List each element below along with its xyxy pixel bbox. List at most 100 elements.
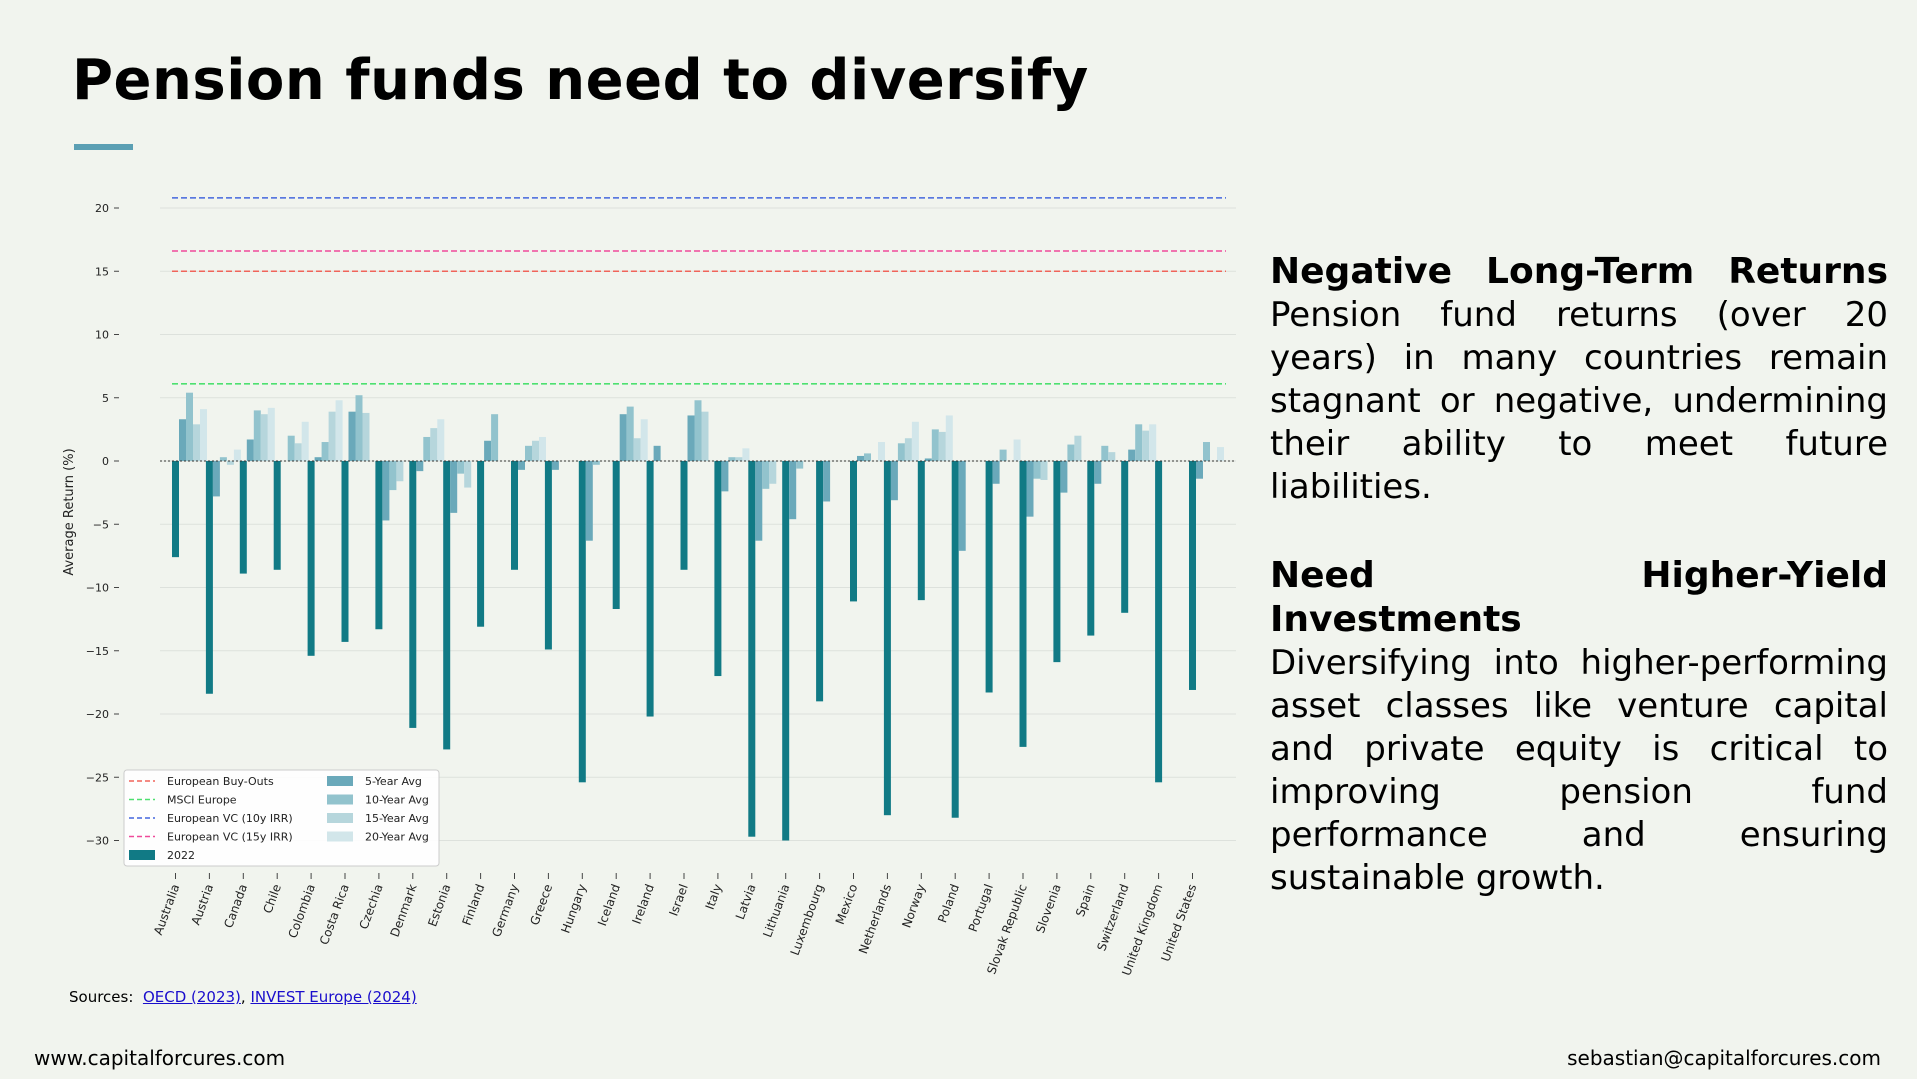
bar-15-year-avg-israel [701, 411, 709, 461]
bar-10-year-avg-australia [186, 392, 193, 461]
bar-2022-spain [1087, 461, 1095, 636]
bar-20-year-avg-italy [742, 448, 750, 461]
x-tick-label: Australia [151, 882, 182, 937]
bar-10-year-avg-finland [491, 414, 499, 461]
heading-negative-returns: Negative Long-Term Returns [1270, 251, 1888, 292]
bar-2022-greece [544, 461, 552, 650]
sources: Sources: OECD (2023), INVEST Europe (202… [69, 988, 417, 1006]
text-higher-yield: Diversifying into higher-performing asse… [1270, 643, 1888, 898]
bar-2022-germany [511, 461, 518, 570]
sources-label: Sources: [69, 988, 134, 1006]
bar-2022-canada [239, 461, 247, 574]
bar-5-year-avg-finland [484, 440, 492, 461]
bars [172, 392, 1224, 841]
y-tick-label: −25 [86, 771, 109, 784]
y-tick-label: −30 [86, 835, 109, 848]
bar-10-year-avg-lithuania [796, 461, 804, 469]
bar-5-year-avg-lithuania [789, 461, 797, 520]
bar-10-year-avg-portugal [999, 449, 1007, 461]
bar-20-year-avg-chile [301, 421, 309, 461]
bar-10-year-avg-slovenia [1067, 444, 1075, 461]
bar-10-year-avg-colombia [321, 442, 329, 461]
bar-20-year-avg-netherlands [911, 421, 919, 461]
bar-10-year-avg-spain [1101, 445, 1109, 461]
bar-2022-colombia [307, 461, 315, 656]
y-tick-label: 0 [102, 455, 109, 468]
x-tick-label: Estonia [425, 882, 453, 928]
bar-2022-australia [172, 461, 179, 558]
bar-10-year-avg-slovak-republic [1033, 461, 1041, 479]
x-tick-label: Greece [527, 882, 555, 927]
y-axis-label: Average Return (%) [62, 448, 77, 575]
legend-swatch [327, 813, 353, 823]
y-tick-label: 15 [95, 265, 109, 278]
x-tick-label: Canada [221, 882, 250, 930]
bar-2022-israel [680, 461, 688, 570]
bar-10-year-avg-italy [728, 457, 736, 461]
bar-5-year-avg-israel [687, 415, 695, 461]
bar-5-year-avg-mexico [857, 455, 864, 461]
x-tick-label: Colombia [285, 882, 317, 940]
bar-5-year-avg-italy [721, 461, 729, 492]
bar-20-year-avg-united-states [1217, 447, 1224, 461]
bar-2022-finland [477, 461, 485, 627]
chart-legend: European Buy-Outs MSCI Europe European VC … [123, 769, 440, 867]
bar-15-year-avg-germany [532, 440, 539, 461]
gridlines [160, 207, 1236, 841]
y-tick-label: 20 [95, 202, 109, 215]
x-tick-label: Denmark [388, 882, 420, 939]
bar-10-year-avg-united-states [1203, 442, 1210, 461]
bar-10-year-avg-israel [694, 400, 702, 461]
bar-5-year-avg-hungary [585, 461, 593, 541]
legend-label: European VC (10y IRR) [167, 812, 293, 825]
returns-chart: 20 15 10 5 0 −5 −10 −15 −20 −25 −30 Australia Austri… [62, 197, 1236, 978]
bar-5-year-avg-estonia [450, 461, 458, 513]
bar-20-year-avg-iceland [640, 419, 648, 461]
page-title: Pension funds need to diversify [72, 48, 1089, 113]
bar-2022-estonia [443, 461, 451, 750]
x-tick-label: Italy [703, 882, 725, 911]
legend-label: 10-Year Avg [365, 794, 429, 807]
bar-2022-united-kingdom [1155, 461, 1163, 783]
bar-20-year-avg-mexico [878, 442, 885, 461]
bar-2022-lithuania [782, 461, 790, 841]
sources-separator: , [240, 988, 246, 1006]
bar-10-year-avg-canada [253, 410, 261, 461]
bar-15-year-avg-colombia [328, 411, 336, 461]
bar-5-year-avg-australia [179, 419, 186, 461]
text-negative-returns: Pension fund returns (over 20 years) in … [1270, 295, 1888, 507]
bar-2022-chile [273, 461, 281, 570]
title-underline [74, 144, 133, 150]
bar-15-year-avg-austria [226, 461, 234, 465]
source-link-invest-europe[interactable]: INVEST Europe (2024) [250, 988, 417, 1006]
heading-higher-yield: Need Higher-Yield Investments [1270, 555, 1888, 640]
bar-2022-netherlands [883, 461, 891, 816]
source-link-oecd[interactable]: OECD (2023) [142, 988, 241, 1006]
x-tick-label: Costa Rica [317, 882, 352, 946]
bar-10-year-avg-iceland [626, 406, 634, 461]
y-tick-label: −10 [86, 582, 109, 595]
bar-5-year-avg-slovak-republic [1026, 461, 1034, 517]
bar-5-year-avg-united-states [1196, 461, 1203, 479]
bar-5-year-avg-denmark [416, 461, 424, 472]
bar-2022-denmark [409, 461, 417, 728]
bar-10-year-avg-germany [525, 445, 532, 461]
bar-5-year-avg-colombia [314, 457, 322, 461]
bar-15-year-avg-netherlands [904, 438, 912, 461]
bar-20-year-avg-colombia [335, 400, 343, 461]
x-tick-label: Chile [261, 882, 284, 915]
bar-2022-latvia [748, 461, 756, 837]
bar-5-year-avg-spain [1094, 461, 1102, 484]
bar-15-year-avg-spain [1108, 452, 1116, 461]
x-tick-label: Spain [1073, 882, 1098, 918]
legend-swatch [129, 850, 155, 860]
bar-5-year-avg-netherlands [890, 461, 898, 501]
x-tick-label: Germany [489, 882, 521, 939]
x-tick-label: Lithuania [760, 882, 792, 939]
bar-15-year-avg-costa-rica [362, 412, 370, 461]
bar-5-year-avg-luxembourg [823, 461, 831, 502]
bar-2022-luxembourg [816, 461, 824, 702]
x-tick-label: United States [1158, 882, 1199, 963]
x-tick-label: Austria [189, 882, 217, 927]
y-tick-label: 5 [102, 392, 109, 405]
